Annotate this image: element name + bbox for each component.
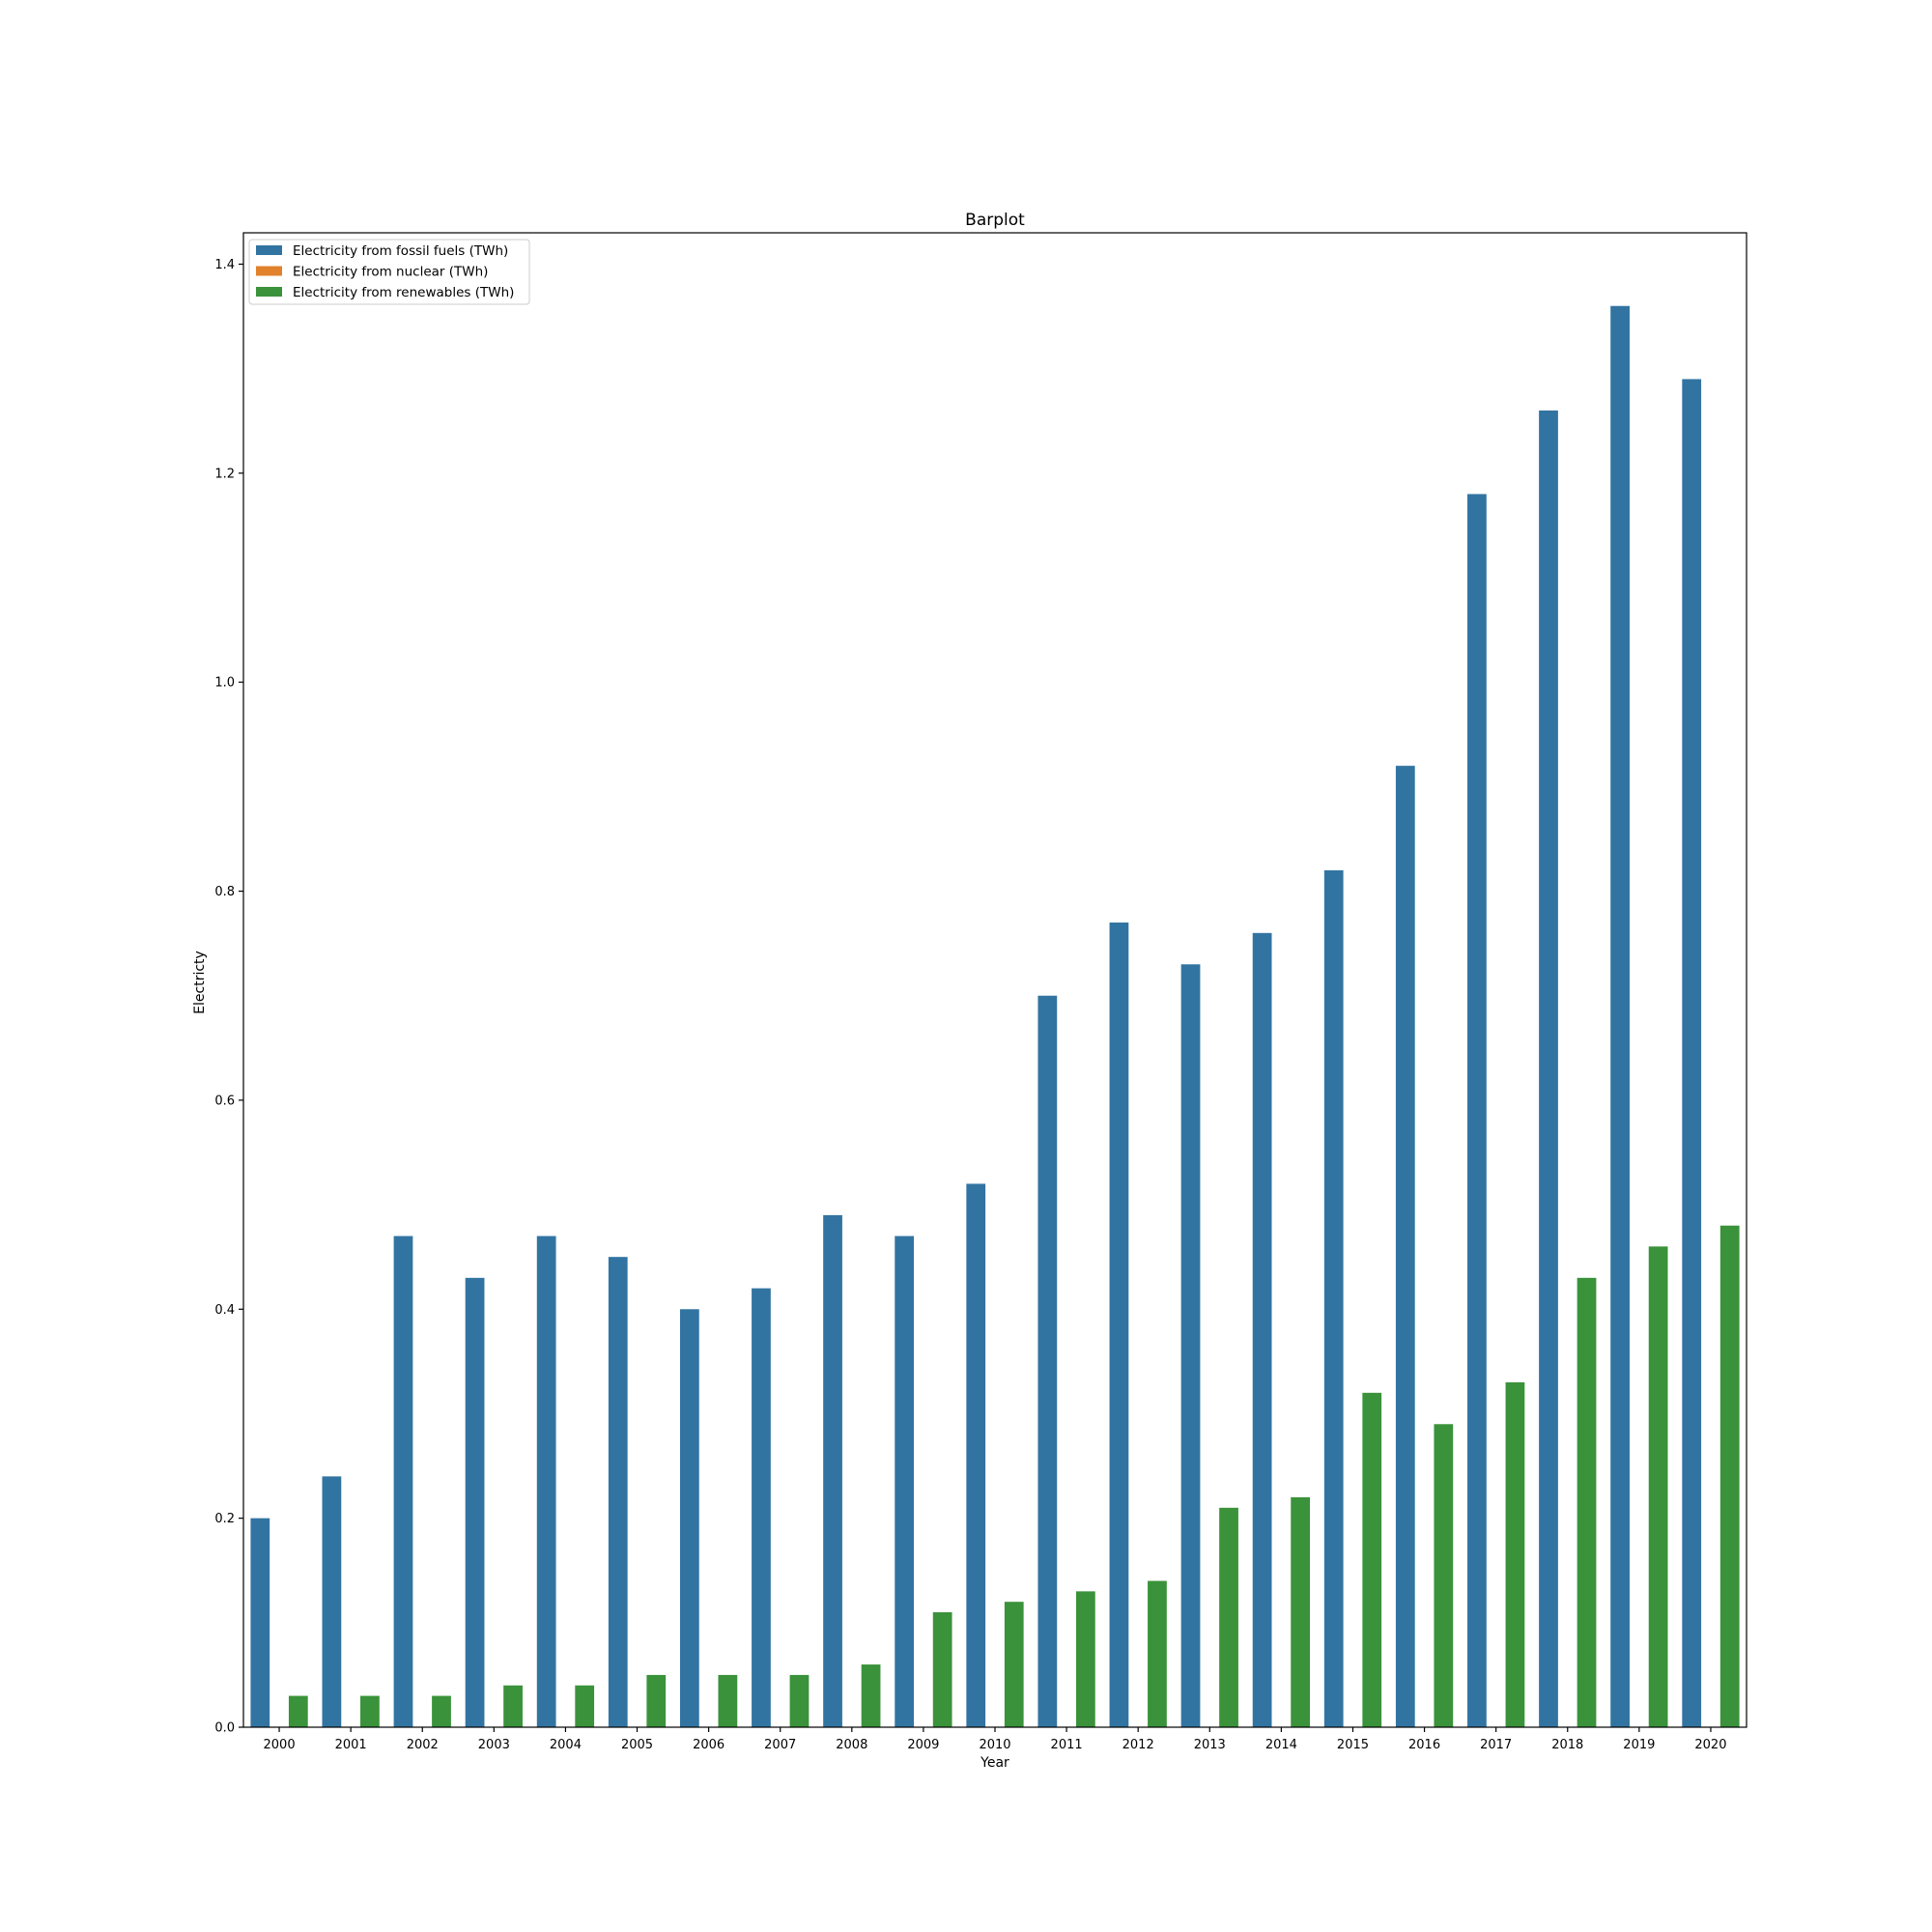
y-tick-label: 1.2 — [214, 467, 235, 481]
bar-2005-series-2 — [646, 1674, 667, 1727]
x-tick-label: 2019 — [1623, 1738, 1655, 1752]
x-tick-label: 2014 — [1265, 1738, 1297, 1752]
y-tick-label: 0.6 — [214, 1094, 235, 1108]
axes-layer: 0.0 0.2 0.4 0.6 0.8 1.0 1.2 1.4 2000 2001 2002 2003… — [214, 232, 1747, 1752]
y-tick-label: 0.0 — [214, 1721, 235, 1736]
bar-2001-series-2 — [360, 1695, 380, 1727]
bar-2007-series-2 — [789, 1674, 810, 1727]
x-tick-label: 2020 — [1694, 1738, 1726, 1752]
bar-2009-series-0 — [895, 1236, 915, 1727]
legend-box — [248, 239, 530, 305]
legend-swatch — [256, 245, 282, 255]
bar-2018-series-2 — [1577, 1277, 1597, 1727]
bar-2012-series-2 — [1148, 1580, 1167, 1727]
bar-2015-series-0 — [1323, 869, 1344, 1727]
bar-2009-series-2 — [932, 1612, 952, 1727]
x-tick-label: 2018 — [1551, 1738, 1583, 1752]
x-tick-label: 2011 — [1051, 1738, 1083, 1752]
chart-title: Barplot — [965, 211, 1025, 230]
bar-2013-series-0 — [1180, 964, 1201, 1727]
bar-2002-series-0 — [393, 1236, 413, 1727]
x-tick-label: 2003 — [478, 1738, 510, 1752]
x-tick-label: 2004 — [550, 1738, 582, 1752]
bar-2008-series-2 — [861, 1664, 881, 1727]
bar-2011-series-0 — [1037, 995, 1058, 1727]
legend: Electricity from fossil fuels (TWh) Elect… — [248, 239, 530, 305]
bar-2001-series-0 — [322, 1476, 342, 1727]
legend-label: Electricity from renewables (TWh) — [293, 285, 514, 300]
bar-2015-series-2 — [1362, 1392, 1382, 1727]
legend-swatch — [256, 287, 282, 297]
bar-2019-series-0 — [1610, 305, 1630, 1728]
bar-2016-series-0 — [1395, 765, 1415, 1727]
bar-2000-series-2 — [288, 1695, 308, 1727]
bar-2014-series-0 — [1252, 932, 1272, 1727]
x-tick-label: 2006 — [693, 1738, 724, 1752]
bars-layer — [250, 305, 1740, 1728]
bar-2019-series-2 — [1648, 1246, 1668, 1727]
bar-2012-series-0 — [1109, 923, 1129, 1727]
bar-2005-series-0 — [608, 1257, 628, 1727]
bar-2020-series-0 — [1682, 379, 1702, 1728]
x-tick-label: 2007 — [764, 1738, 796, 1752]
legend-label: Electricity from fossil fuels (TWh) — [293, 243, 508, 259]
bar-2004-series-2 — [575, 1685, 595, 1727]
bar-2017-series-0 — [1467, 494, 1487, 1728]
legend-label: Electricity from nuclear (TWh) — [293, 265, 488, 280]
y-tick-label: 0.4 — [214, 1303, 235, 1318]
bar-2010-series-0 — [966, 1183, 986, 1727]
bar-2003-series-2 — [503, 1685, 523, 1727]
bar-2010-series-2 — [1004, 1602, 1024, 1727]
y-tick-label: 0.2 — [214, 1512, 235, 1526]
x-tick-label: 2005 — [621, 1738, 653, 1752]
y-tick-label: 1.4 — [214, 258, 235, 272]
bar-2003-series-0 — [465, 1277, 485, 1727]
x-tick-label: 2008 — [836, 1738, 867, 1752]
bar-2011-series-2 — [1075, 1591, 1095, 1727]
x-tick-label: 2000 — [264, 1738, 296, 1752]
bar-2007-series-0 — [752, 1288, 771, 1727]
x-tick-label: 2012 — [1122, 1738, 1154, 1752]
bar-2006-series-2 — [718, 1674, 738, 1727]
x-tick-label: 2013 — [1194, 1738, 1226, 1752]
x-tick-label: 2001 — [335, 1738, 367, 1752]
bar-2008-series-0 — [823, 1214, 842, 1727]
bar-2017-series-2 — [1505, 1382, 1525, 1727]
x-tick-label: 2002 — [407, 1738, 439, 1752]
bar-2006-series-0 — [679, 1309, 699, 1727]
bar-2016-series-2 — [1434, 1424, 1454, 1727]
bar-2014-series-2 — [1291, 1497, 1311, 1727]
x-tick-label: 2016 — [1408, 1738, 1440, 1752]
y-axis-label: Electricty — [192, 951, 208, 1014]
x-axis-label: Year — [980, 1755, 1009, 1771]
bar-2002-series-2 — [432, 1695, 451, 1727]
x-tick-label: 2009 — [907, 1738, 939, 1752]
y-tick-label: 1.0 — [214, 676, 235, 691]
bar-2000-series-0 — [250, 1518, 270, 1727]
x-tick-label: 2017 — [1480, 1738, 1512, 1752]
bar-2013-series-2 — [1219, 1507, 1238, 1727]
x-tick-label: 2010 — [979, 1738, 1010, 1752]
x-tick-label: 2015 — [1337, 1738, 1369, 1752]
bar-2020-series-2 — [1719, 1225, 1740, 1727]
legend-swatch — [256, 266, 282, 276]
y-tick-label: 0.8 — [214, 885, 235, 899]
bar-2004-series-0 — [536, 1236, 556, 1727]
bar-2018-series-0 — [1539, 410, 1558, 1727]
